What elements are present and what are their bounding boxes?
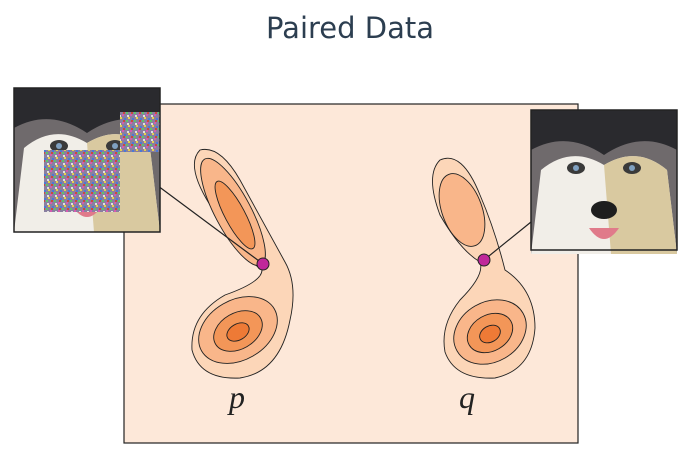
- connector: [149, 179, 264, 265]
- distribution-q: [432, 157, 536, 379]
- distribution-p: [191, 148, 294, 379]
- label-p: p: [227, 379, 245, 415]
- connector: [483, 221, 532, 261]
- label-q: q: [459, 379, 475, 415]
- title: Paired Data: [266, 11, 434, 45]
- sample-point: [477, 253, 491, 267]
- noisy-image: [13, 87, 161, 233]
- sample-point: [256, 257, 270, 271]
- clean-image: [530, 109, 678, 254]
